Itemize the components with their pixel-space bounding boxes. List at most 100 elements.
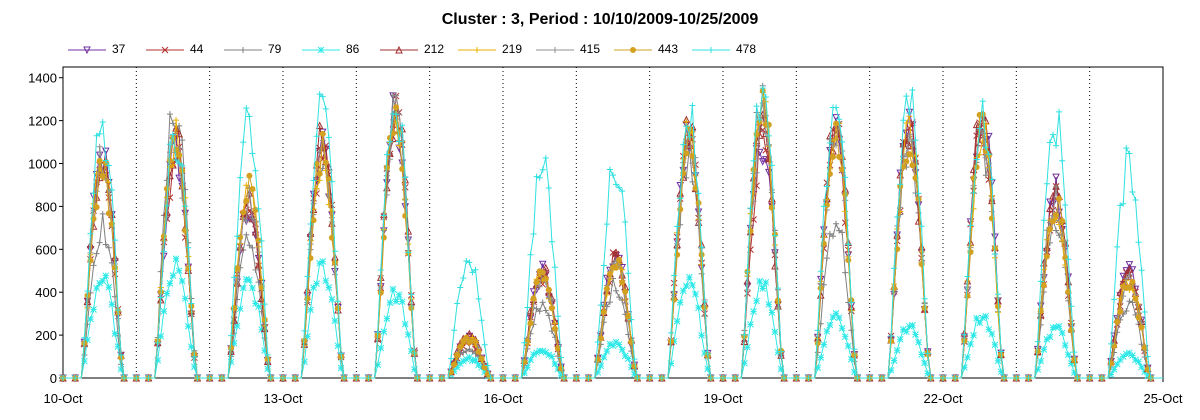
- marker: [616, 256, 623, 263]
- marker: [600, 308, 607, 315]
- marker: [1120, 200, 1127, 207]
- marker: [839, 147, 846, 154]
- marker: [744, 268, 751, 275]
- marker: [561, 375, 568, 381]
- marker: [264, 365, 272, 373]
- marker: [448, 355, 455, 362]
- marker: [466, 346, 473, 353]
- marker: [450, 367, 458, 375]
- marker: [979, 314, 987, 322]
- marker: [398, 298, 406, 305]
- marker: [551, 360, 559, 368]
- marker: [573, 375, 580, 381]
- marker: [457, 343, 464, 350]
- marker: [839, 138, 846, 145]
- marker: [530, 231, 537, 238]
- marker: [1129, 299, 1136, 306]
- marker: [600, 353, 608, 361]
- marker: [973, 156, 980, 163]
- marker: [847, 355, 855, 363]
- marker: [674, 240, 681, 247]
- marker: [179, 137, 186, 144]
- marker: [1049, 324, 1057, 331]
- marker: [765, 121, 772, 128]
- marker: [481, 341, 488, 348]
- marker: [307, 241, 314, 248]
- marker: [1067, 360, 1075, 367]
- marker: [176, 160, 183, 167]
- marker: [521, 369, 528, 377]
- marker: [472, 266, 479, 273]
- marker: [771, 248, 778, 255]
- marker: [1117, 202, 1124, 209]
- marker: [775, 297, 781, 304]
- marker: [551, 264, 558, 271]
- marker: [826, 230, 833, 237]
- marker: [689, 281, 696, 289]
- marker: [625, 270, 632, 277]
- marker: [261, 316, 268, 323]
- marker: [545, 286, 552, 293]
- marker: [756, 277, 764, 285]
- marker: [826, 140, 833, 147]
- marker: [900, 117, 907, 124]
- marker: [160, 233, 167, 240]
- marker: [594, 339, 601, 346]
- marker: [331, 248, 338, 255]
- marker: [243, 105, 250, 112]
- marker: [823, 327, 831, 335]
- marker: [322, 167, 329, 174]
- marker: [613, 181, 620, 188]
- marker: [245, 189, 254, 197]
- marker: [972, 120, 981, 129]
- marker: [328, 208, 335, 215]
- marker: [188, 300, 195, 307]
- marker: [322, 105, 329, 112]
- marker: [533, 305, 540, 312]
- marker: [836, 116, 843, 123]
- marker: [891, 285, 898, 292]
- marker: [524, 363, 531, 371]
- marker: [619, 272, 626, 279]
- marker: [280, 375, 286, 381]
- legend-label: 79: [268, 42, 282, 56]
- marker: [833, 104, 840, 111]
- marker: [157, 294, 164, 301]
- marker: [542, 307, 549, 314]
- marker: [115, 307, 121, 314]
- marker: [1059, 217, 1066, 224]
- marker: [472, 338, 479, 345]
- marker: [469, 348, 476, 355]
- marker: [1050, 131, 1056, 138]
- marker: [1147, 375, 1154, 381]
- marker: [768, 162, 775, 169]
- marker: [240, 209, 247, 216]
- marker: [1125, 261, 1134, 269]
- legend-swatch: [302, 46, 340, 54]
- legend-swatch: [536, 47, 574, 53]
- marker: [1098, 375, 1105, 381]
- marker: [689, 128, 696, 135]
- marker: [1141, 344, 1148, 351]
- marker: [673, 317, 681, 325]
- marker: [84, 288, 91, 295]
- marker: [1065, 297, 1072, 304]
- marker: [1064, 351, 1072, 359]
- series-79: [60, 82, 1163, 381]
- series-478: [60, 85, 1163, 381]
- marker: [249, 244, 256, 251]
- marker: [1046, 139, 1053, 146]
- marker: [163, 202, 170, 209]
- marker: [1053, 183, 1060, 190]
- marker: [777, 365, 785, 373]
- marker: [741, 331, 748, 338]
- marker: [172, 255, 180, 263]
- marker: [894, 246, 901, 253]
- marker: [750, 157, 757, 164]
- marker: [313, 133, 320, 140]
- marker: [1034, 338, 1041, 345]
- marker: [401, 320, 409, 328]
- marker: [393, 104, 400, 111]
- marker: [682, 282, 690, 290]
- marker: [463, 347, 470, 354]
